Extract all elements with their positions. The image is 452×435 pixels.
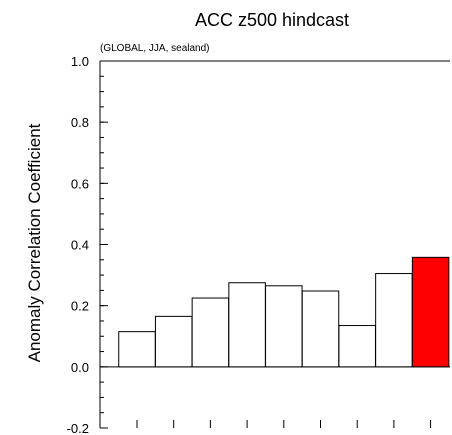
y-tick-label: -0.2 (67, 421, 89, 435)
bar (411, 256, 450, 368)
y-tick-label: 0.6 (71, 176, 89, 191)
bar (375, 273, 413, 368)
y-tick-label: 0.0 (71, 360, 89, 375)
bar (191, 297, 230, 368)
y-tick-label: 0.8 (71, 115, 89, 130)
axes (99, 60, 450, 428)
y-axis-label: Anomaly Correlation Coefficient (25, 123, 44, 362)
ticks: -0.2 0.0 0.2 0.4 0.6 0.8 1.0 (67, 54, 432, 435)
y-tick-label: 0.2 (71, 299, 89, 314)
bar (338, 325, 376, 368)
bar (228, 282, 266, 368)
bar (265, 285, 303, 368)
bar (118, 331, 156, 368)
bars (118, 256, 450, 368)
y-tick-label: 0.4 (71, 238, 89, 253)
y-tick-label: 1.0 (71, 54, 89, 69)
bar (154, 315, 193, 368)
bar (301, 290, 340, 368)
chart-title: ACC z500 hindcast (195, 10, 349, 30)
chart-subtitle: (GLOBAL, JJA, sealand) (100, 43, 210, 54)
